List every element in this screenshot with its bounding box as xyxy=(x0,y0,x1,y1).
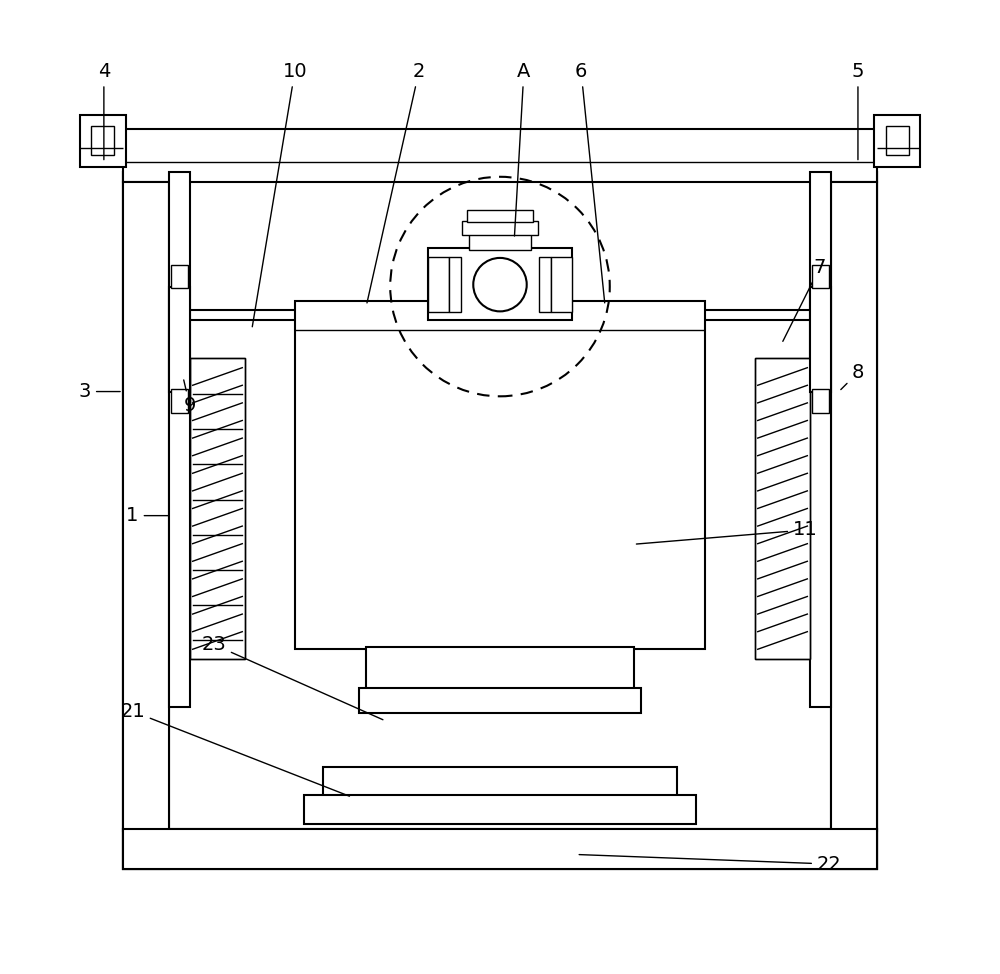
Bar xyxy=(91,127,114,155)
Bar xyxy=(123,829,877,869)
Text: 23: 23 xyxy=(201,635,383,720)
Bar xyxy=(755,358,810,658)
Text: A: A xyxy=(514,62,531,236)
Bar xyxy=(539,257,551,313)
Text: 22: 22 xyxy=(579,854,842,874)
Bar xyxy=(80,115,126,168)
Text: 5: 5 xyxy=(852,62,864,160)
Bar xyxy=(123,829,877,869)
Bar xyxy=(123,181,169,831)
Text: 21: 21 xyxy=(120,702,349,796)
Text: 10: 10 xyxy=(252,62,307,326)
Bar xyxy=(428,248,572,319)
Text: 9: 9 xyxy=(184,380,196,415)
Bar xyxy=(171,389,188,413)
Bar xyxy=(123,172,169,869)
Bar xyxy=(123,172,877,869)
Bar xyxy=(123,130,877,181)
Bar xyxy=(169,172,190,706)
Text: 4: 4 xyxy=(98,62,110,160)
Text: 1: 1 xyxy=(126,506,168,525)
Bar xyxy=(171,265,188,288)
Bar xyxy=(169,286,190,392)
Bar xyxy=(755,358,810,658)
Text: 6: 6 xyxy=(575,62,605,303)
Bar xyxy=(812,389,829,413)
Text: 2: 2 xyxy=(367,62,425,303)
Bar xyxy=(810,172,831,706)
Bar xyxy=(886,127,909,155)
Text: 11: 11 xyxy=(636,520,818,544)
Bar xyxy=(810,286,831,392)
Bar xyxy=(874,115,920,168)
Text: 8: 8 xyxy=(841,363,864,390)
Bar xyxy=(190,358,245,658)
Bar xyxy=(359,689,641,713)
Bar xyxy=(449,257,461,313)
Bar xyxy=(295,301,705,650)
Bar xyxy=(831,172,877,869)
Bar xyxy=(462,221,538,235)
Bar xyxy=(428,257,449,313)
Text: 3: 3 xyxy=(79,382,120,401)
Bar xyxy=(304,796,696,824)
Bar xyxy=(551,257,572,313)
Bar xyxy=(366,648,634,691)
Bar xyxy=(467,210,533,222)
Bar xyxy=(831,181,877,831)
Bar xyxy=(190,358,245,658)
Bar xyxy=(812,265,829,288)
Bar xyxy=(323,767,677,797)
Text: 7: 7 xyxy=(783,258,826,341)
Bar xyxy=(469,233,531,250)
